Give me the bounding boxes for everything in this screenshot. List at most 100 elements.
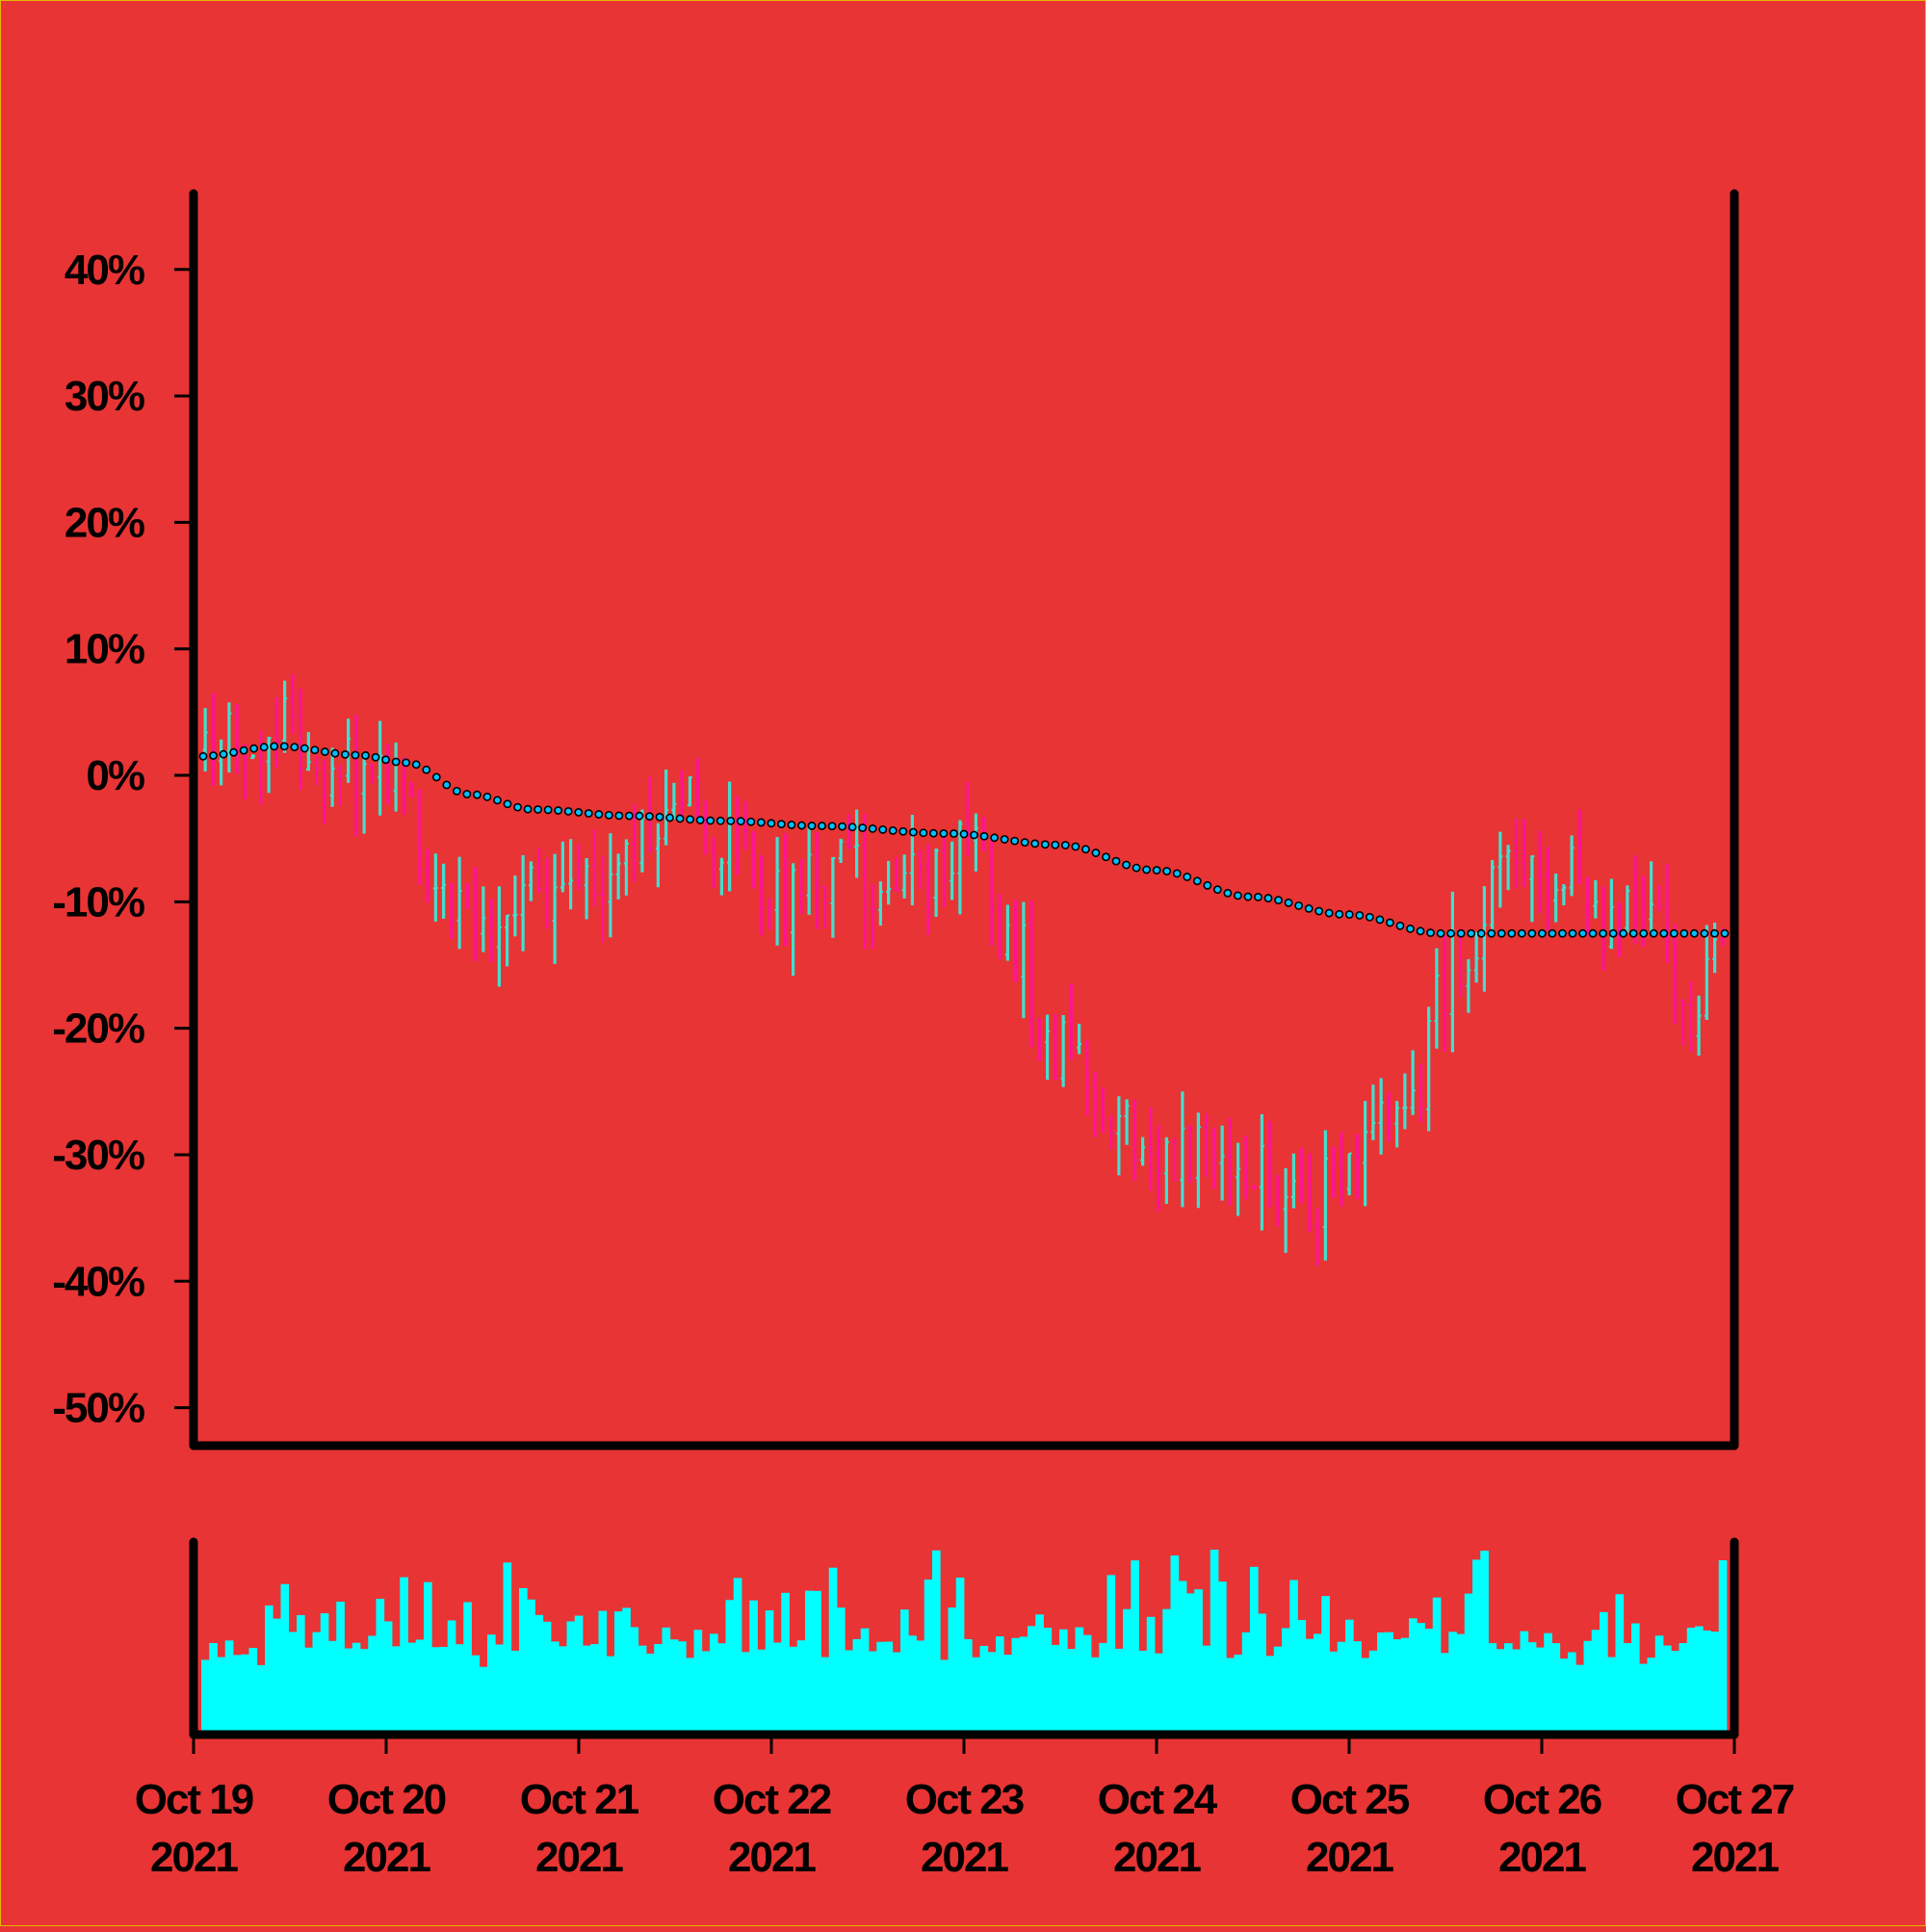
x-tick-year: 2021 <box>728 1834 816 1881</box>
trend-point <box>1162 867 1172 875</box>
trend-point <box>1568 928 1577 938</box>
volume-bar <box>1639 1663 1648 1731</box>
trend-point <box>381 755 390 765</box>
volume-bar <box>900 1609 909 1731</box>
volume-bar <box>542 1621 552 1731</box>
volume-bar <box>273 1618 281 1731</box>
trend-point <box>229 747 238 757</box>
volume-bar <box>551 1641 560 1731</box>
volume-bar <box>439 1646 449 1731</box>
trend-point <box>675 814 685 823</box>
volume-bar <box>1138 1650 1148 1731</box>
volume-bar <box>265 1605 273 1731</box>
trend-point <box>1051 840 1060 849</box>
volume-bar <box>392 1646 401 1731</box>
trend-point <box>1294 901 1303 910</box>
volume-bar <box>487 1634 496 1731</box>
trend-point <box>888 825 898 835</box>
trend-point <box>1020 838 1029 848</box>
volume-bar <box>201 1659 210 1731</box>
volume-bar <box>1368 1650 1378 1731</box>
trend-point <box>219 749 228 759</box>
volume-bar <box>471 1655 481 1731</box>
trend-point <box>1212 885 1222 895</box>
volume-bar <box>1512 1649 1521 1731</box>
volume-bar <box>1385 1632 1393 1731</box>
volume-bar <box>662 1627 671 1731</box>
volume-bar <box>1671 1651 1679 1731</box>
trend-line <box>198 742 1730 938</box>
volume-bar <box>1170 1555 1180 1731</box>
trend-point <box>950 829 958 838</box>
volume-bar <box>1146 1616 1156 1731</box>
trend-point <box>1060 841 1070 849</box>
volume-bar <box>1003 1655 1012 1731</box>
volume-bar <box>566 1621 576 1731</box>
volume-bar <box>820 1657 830 1731</box>
x-tick-label: Oct 27 <box>1676 1776 1794 1823</box>
trend-point <box>736 817 745 826</box>
volume-bar <box>1377 1632 1386 1731</box>
trend-point <box>1132 863 1141 873</box>
volume-bar <box>1345 1619 1354 1731</box>
volume-bar <box>1265 1656 1275 1731</box>
trend-point <box>1416 927 1425 936</box>
trend-point <box>431 772 441 782</box>
volume-bar <box>869 1651 877 1731</box>
volume-bar <box>646 1653 655 1731</box>
volume-bar <box>717 1643 726 1731</box>
volume-bar <box>1686 1628 1696 1731</box>
trend-point <box>919 828 928 838</box>
volume-bar <box>1289 1580 1298 1731</box>
volume-bar <box>837 1607 846 1731</box>
volume-bar <box>320 1613 329 1731</box>
trend-point <box>807 822 817 830</box>
volume-bar <box>1480 1551 1489 1731</box>
volume-bar <box>455 1644 464 1731</box>
volume-bar <box>924 1580 933 1731</box>
trend-point <box>351 750 360 760</box>
y-tick-label: -30% <box>52 1132 144 1179</box>
volume-bar <box>884 1641 894 1731</box>
trend-point <box>1243 892 1253 901</box>
volume-bar <box>328 1640 337 1731</box>
trend-point <box>1081 845 1090 854</box>
volume-bar <box>1409 1618 1418 1731</box>
volume-bar <box>1559 1658 1569 1731</box>
trend-point <box>1426 928 1435 937</box>
volume-bar <box>1035 1614 1044 1731</box>
volume-bar <box>288 1632 298 1731</box>
x-tick-year: 2021 <box>343 1834 430 1881</box>
trend-point <box>1700 928 1709 938</box>
trend-point <box>1669 928 1679 938</box>
volume-bar <box>1623 1643 1632 1731</box>
volume-bar <box>312 1632 322 1731</box>
volume-bar <box>590 1644 599 1731</box>
trend-point <box>270 742 279 751</box>
trend-point <box>290 743 299 752</box>
volume-bar <box>987 1652 997 1731</box>
trend-point <box>625 811 634 821</box>
volume-bar <box>1417 1623 1425 1731</box>
trend-point <box>939 829 949 838</box>
volume-bar <box>1019 1636 1028 1731</box>
trend-point <box>1446 928 1455 938</box>
volume-bar <box>757 1649 767 1731</box>
trend-point <box>1152 866 1161 875</box>
trend-point <box>472 790 482 799</box>
trend-point <box>1284 898 1293 907</box>
trend-point <box>1010 836 1020 846</box>
volume-bar <box>1504 1643 1513 1731</box>
y-tick-label: 40% <box>65 247 144 294</box>
trend-point <box>847 822 857 832</box>
volume-bar <box>415 1639 425 1731</box>
volume-bar <box>1392 1639 1402 1731</box>
x-tick-label: Oct 19 <box>135 1776 253 1823</box>
trend-point <box>767 819 776 828</box>
volume-bar <box>972 1657 980 1731</box>
volume-bar <box>1186 1593 1195 1731</box>
volume-bar <box>360 1649 369 1731</box>
volume-bar <box>1028 1626 1036 1731</box>
trend-point <box>1487 928 1497 938</box>
